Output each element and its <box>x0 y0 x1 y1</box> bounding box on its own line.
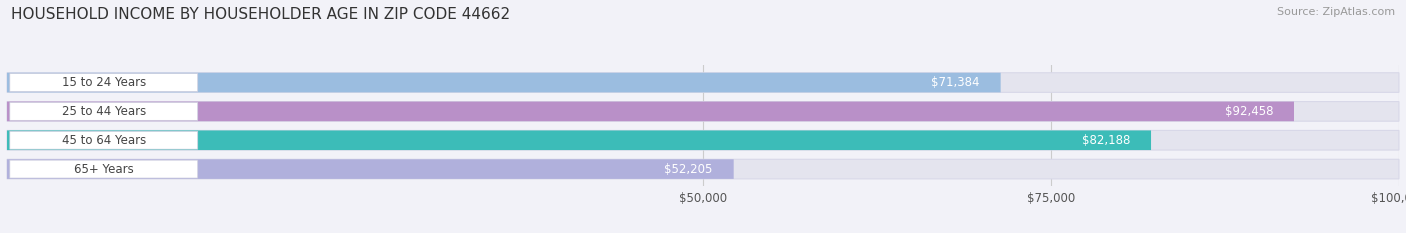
Text: 25 to 44 Years: 25 to 44 Years <box>62 105 146 118</box>
FancyBboxPatch shape <box>10 160 198 178</box>
FancyBboxPatch shape <box>7 130 1399 150</box>
Text: HOUSEHOLD INCOME BY HOUSEHOLDER AGE IN ZIP CODE 44662: HOUSEHOLD INCOME BY HOUSEHOLDER AGE IN Z… <box>11 7 510 22</box>
FancyBboxPatch shape <box>7 102 1294 121</box>
FancyBboxPatch shape <box>7 130 1152 150</box>
FancyBboxPatch shape <box>10 131 198 149</box>
FancyBboxPatch shape <box>10 103 198 120</box>
Text: Source: ZipAtlas.com: Source: ZipAtlas.com <box>1277 7 1395 17</box>
FancyBboxPatch shape <box>10 74 198 92</box>
Text: $52,205: $52,205 <box>665 163 713 176</box>
FancyBboxPatch shape <box>7 159 1399 179</box>
FancyBboxPatch shape <box>7 73 1399 92</box>
Text: 45 to 64 Years: 45 to 64 Years <box>62 134 146 147</box>
Text: 15 to 24 Years: 15 to 24 Years <box>62 76 146 89</box>
Text: $82,188: $82,188 <box>1081 134 1130 147</box>
FancyBboxPatch shape <box>7 159 734 179</box>
FancyBboxPatch shape <box>7 102 1399 121</box>
Text: $71,384: $71,384 <box>931 76 980 89</box>
FancyBboxPatch shape <box>7 73 1001 92</box>
Text: $92,458: $92,458 <box>1225 105 1272 118</box>
Text: 65+ Years: 65+ Years <box>75 163 134 176</box>
